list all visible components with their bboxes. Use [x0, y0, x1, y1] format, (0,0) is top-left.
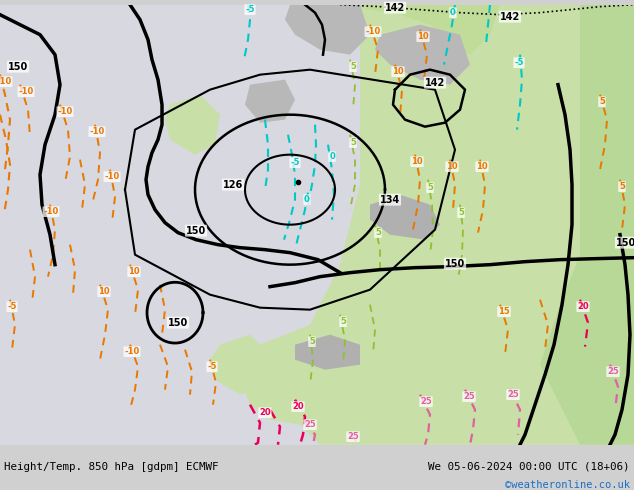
Polygon shape: [245, 80, 295, 122]
Text: 142: 142: [425, 77, 445, 88]
Text: -10: -10: [18, 87, 34, 96]
Text: -5: -5: [207, 362, 217, 371]
Text: -10: -10: [43, 207, 58, 216]
Text: -10: -10: [105, 172, 120, 181]
Text: 25: 25: [304, 420, 316, 429]
Text: 150: 150: [168, 318, 188, 328]
Text: 10: 10: [417, 32, 429, 41]
Text: We 05-06-2024 00:00 UTC (18+06): We 05-06-2024 00:00 UTC (18+06): [429, 462, 630, 471]
Text: -5: -5: [7, 302, 16, 311]
Text: 0: 0: [304, 195, 310, 204]
Text: 5: 5: [458, 208, 464, 217]
Text: 5: 5: [619, 182, 625, 191]
Polygon shape: [270, 5, 634, 444]
Text: 25: 25: [463, 392, 475, 401]
Text: -10: -10: [124, 347, 139, 356]
Text: -10: -10: [57, 107, 73, 116]
Text: 20: 20: [292, 402, 304, 411]
Text: 5: 5: [427, 183, 433, 192]
Text: 150: 150: [8, 62, 28, 72]
Polygon shape: [375, 24, 470, 85]
Text: 10: 10: [98, 287, 110, 296]
Text: -10: -10: [0, 77, 11, 86]
Polygon shape: [165, 95, 220, 155]
Text: 5: 5: [350, 62, 356, 71]
Text: -5: -5: [514, 58, 524, 67]
Text: -10: -10: [89, 127, 105, 136]
Text: 5: 5: [599, 97, 605, 106]
Text: -5: -5: [245, 5, 255, 14]
Text: 25: 25: [607, 367, 619, 376]
Text: 25: 25: [420, 397, 432, 406]
Text: 5: 5: [350, 138, 356, 147]
Polygon shape: [370, 195, 440, 240]
Text: 142: 142: [385, 2, 405, 13]
Text: -10: -10: [365, 27, 380, 36]
Text: 134: 134: [380, 195, 400, 205]
Text: 10: 10: [446, 162, 458, 171]
Text: 10: 10: [476, 162, 488, 171]
Polygon shape: [400, 5, 634, 205]
Text: 126: 126: [223, 180, 243, 190]
Text: 20: 20: [577, 302, 589, 311]
Text: 10: 10: [392, 67, 404, 76]
Text: 5: 5: [375, 228, 381, 237]
Polygon shape: [295, 335, 360, 369]
Text: 25: 25: [507, 390, 519, 399]
Text: 142: 142: [500, 12, 520, 22]
Text: 15: 15: [498, 307, 510, 316]
Text: 10: 10: [411, 157, 423, 166]
Polygon shape: [210, 335, 270, 394]
Text: 20: 20: [259, 408, 271, 417]
Polygon shape: [540, 5, 634, 444]
Text: 150: 150: [186, 226, 206, 236]
Text: ©weatheronline.co.uk: ©weatheronline.co.uk: [505, 480, 630, 490]
Text: Height/Temp. 850 hPa [gdpm] ECMWF: Height/Temp. 850 hPa [gdpm] ECMWF: [4, 462, 219, 471]
Text: 5: 5: [309, 337, 315, 346]
Text: 150: 150: [616, 238, 634, 247]
Polygon shape: [350, 5, 500, 55]
Polygon shape: [240, 325, 380, 425]
Text: 0: 0: [450, 8, 456, 17]
Text: 0: 0: [329, 152, 335, 161]
Text: 150: 150: [445, 259, 465, 269]
Text: 10: 10: [128, 267, 140, 276]
Text: 5: 5: [340, 317, 346, 326]
Text: 25: 25: [347, 432, 359, 441]
Polygon shape: [285, 5, 370, 55]
Text: -5: -5: [290, 158, 300, 167]
